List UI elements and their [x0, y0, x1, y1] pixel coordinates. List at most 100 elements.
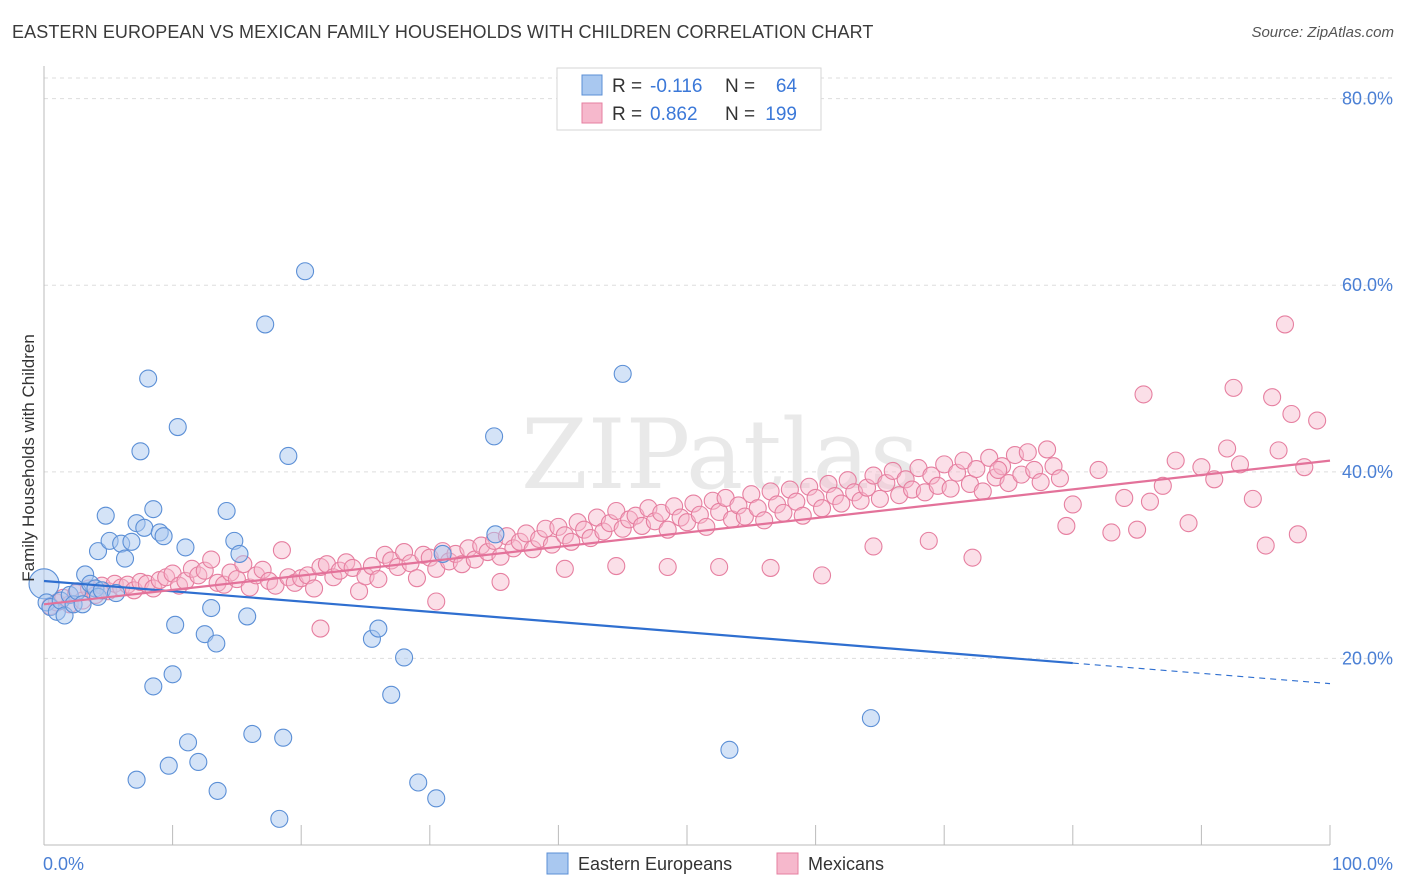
y-tick-label: 40.0% — [1342, 462, 1393, 482]
eastern-europeans-trendline-extension — [1072, 662, 1331, 685]
mexicans-point — [1275, 315, 1295, 334]
eastern-europeans-point — [485, 427, 504, 446]
mexicans-point — [311, 619, 330, 638]
mexicans-point — [1269, 441, 1288, 460]
mexicans-point — [658, 557, 677, 577]
eastern-europeans-point — [230, 544, 249, 563]
stats-n-label-2: N = — [725, 104, 755, 125]
mexicans-point — [761, 482, 780, 501]
y-tick-label: 60.0% — [1342, 275, 1393, 295]
mexicans-point — [562, 532, 581, 551]
mexicans-point — [1153, 476, 1172, 495]
eastern-europeans-point — [274, 728, 293, 747]
mexicans-point — [1018, 443, 1037, 462]
mexicans-point — [395, 543, 414, 562]
mexicans-point — [1031, 473, 1050, 492]
mexicans-point — [922, 466, 941, 485]
mexicans-point — [305, 579, 324, 598]
mexicans-point — [980, 448, 999, 467]
mexicans-point — [1134, 385, 1153, 404]
mexicans-point — [973, 482, 992, 501]
eastern-europeans-point — [217, 501, 236, 521]
legend-label-mexicans: Mexicans — [808, 854, 884, 874]
mexicans-point — [1224, 378, 1243, 397]
trendlines — [43, 459, 1331, 685]
eastern-europeans-point — [168, 417, 187, 437]
mexicans-point — [864, 537, 883, 556]
mexicans-point — [806, 488, 825, 508]
mexicans-point — [369, 570, 388, 589]
y-tick-labels: 20.0% 40.0% 60.0% 80.0% — [1342, 89, 1393, 669]
mexicans-point — [1256, 536, 1275, 555]
stats-n-value-1: 64 — [776, 76, 798, 97]
stats-r-value-1: -0.116 — [650, 76, 702, 97]
eastern-europeans-point — [122, 532, 141, 551]
eastern-europeans-point — [427, 789, 446, 808]
eastern-europeans-point — [409, 773, 428, 792]
eastern-europeans-point — [613, 364, 632, 383]
mexicans-point — [963, 548, 982, 567]
y-tick-label: 20.0% — [1342, 648, 1393, 668]
mexicans-point — [607, 557, 626, 576]
legend-swatch-mexicans — [776, 852, 799, 875]
eastern-europeans-point — [279, 446, 298, 466]
eastern-europeans-point — [861, 709, 880, 728]
stats-swatch-pink — [581, 102, 603, 124]
mexicans-point — [812, 566, 832, 585]
mexicans-point — [568, 513, 587, 532]
eastern-europeans-point — [176, 538, 195, 557]
eastern-europeans-point — [131, 442, 150, 461]
mexicans-point — [1192, 458, 1211, 477]
eastern-europeans-point — [135, 518, 154, 537]
mexicans-point — [1288, 525, 1307, 544]
stats-r-label-1: R = — [612, 76, 642, 97]
mexicans-point — [870, 489, 889, 508]
stats-r-label-2: R = — [612, 104, 642, 125]
eastern-europeans-point — [178, 733, 198, 752]
mexicans-point — [800, 477, 819, 496]
mexicans-point — [941, 479, 960, 498]
mexicans-point — [665, 497, 684, 516]
mexicans-point — [793, 506, 812, 525]
mexicans-point — [1089, 460, 1108, 480]
mexicans-point — [1166, 451, 1185, 470]
mexicans-point — [221, 563, 240, 582]
mexicans-point — [1115, 488, 1134, 508]
mexicans-point — [1218, 439, 1237, 458]
eastern-europeans-point — [127, 770, 146, 789]
mexicans-point — [555, 526, 574, 545]
eastern-europeans-point — [369, 619, 388, 638]
mexicans-point — [851, 491, 870, 510]
mexicans-point — [1295, 458, 1314, 477]
stats-legend: R = -0.116 N = 64 R = 0.862 N = 199 — [556, 67, 822, 131]
mexicans-point — [1057, 516, 1076, 535]
mexicans-point — [1282, 404, 1301, 424]
watermark: ZIPatlas — [521, 399, 919, 511]
mexicans-point — [832, 494, 851, 513]
mexicans-point — [999, 473, 1018, 493]
axes — [43, 66, 1331, 846]
mexicans-point — [607, 501, 626, 521]
mexicans-trendline — [43, 459, 1331, 606]
eastern-europeans-point — [144, 677, 163, 696]
mexicans-point — [1230, 455, 1250, 474]
mexicans-point — [1179, 514, 1198, 533]
mexicans-point — [407, 569, 426, 588]
mexicans-point — [427, 592, 446, 611]
mexicans-point — [697, 517, 716, 536]
eastern-europeans-point — [208, 781, 227, 800]
mexicans-point — [825, 487, 844, 506]
eastern-europeans-point — [88, 542, 108, 561]
mexicans-point — [272, 541, 291, 560]
mexicans-point — [1063, 495, 1082, 514]
stats-swatch-blue — [581, 74, 603, 96]
mexicans-point — [1050, 469, 1069, 488]
x-tick-labels: 0.0% 100.0% — [43, 854, 1393, 874]
mexicans-point — [896, 470, 915, 489]
stats-n-value-2: 199 — [765, 104, 797, 125]
mexicans-point — [812, 499, 832, 518]
mexicans-point — [491, 572, 510, 591]
stats-r-value-2: 0.862 — [650, 104, 698, 125]
mexicans-point — [883, 461, 902, 480]
